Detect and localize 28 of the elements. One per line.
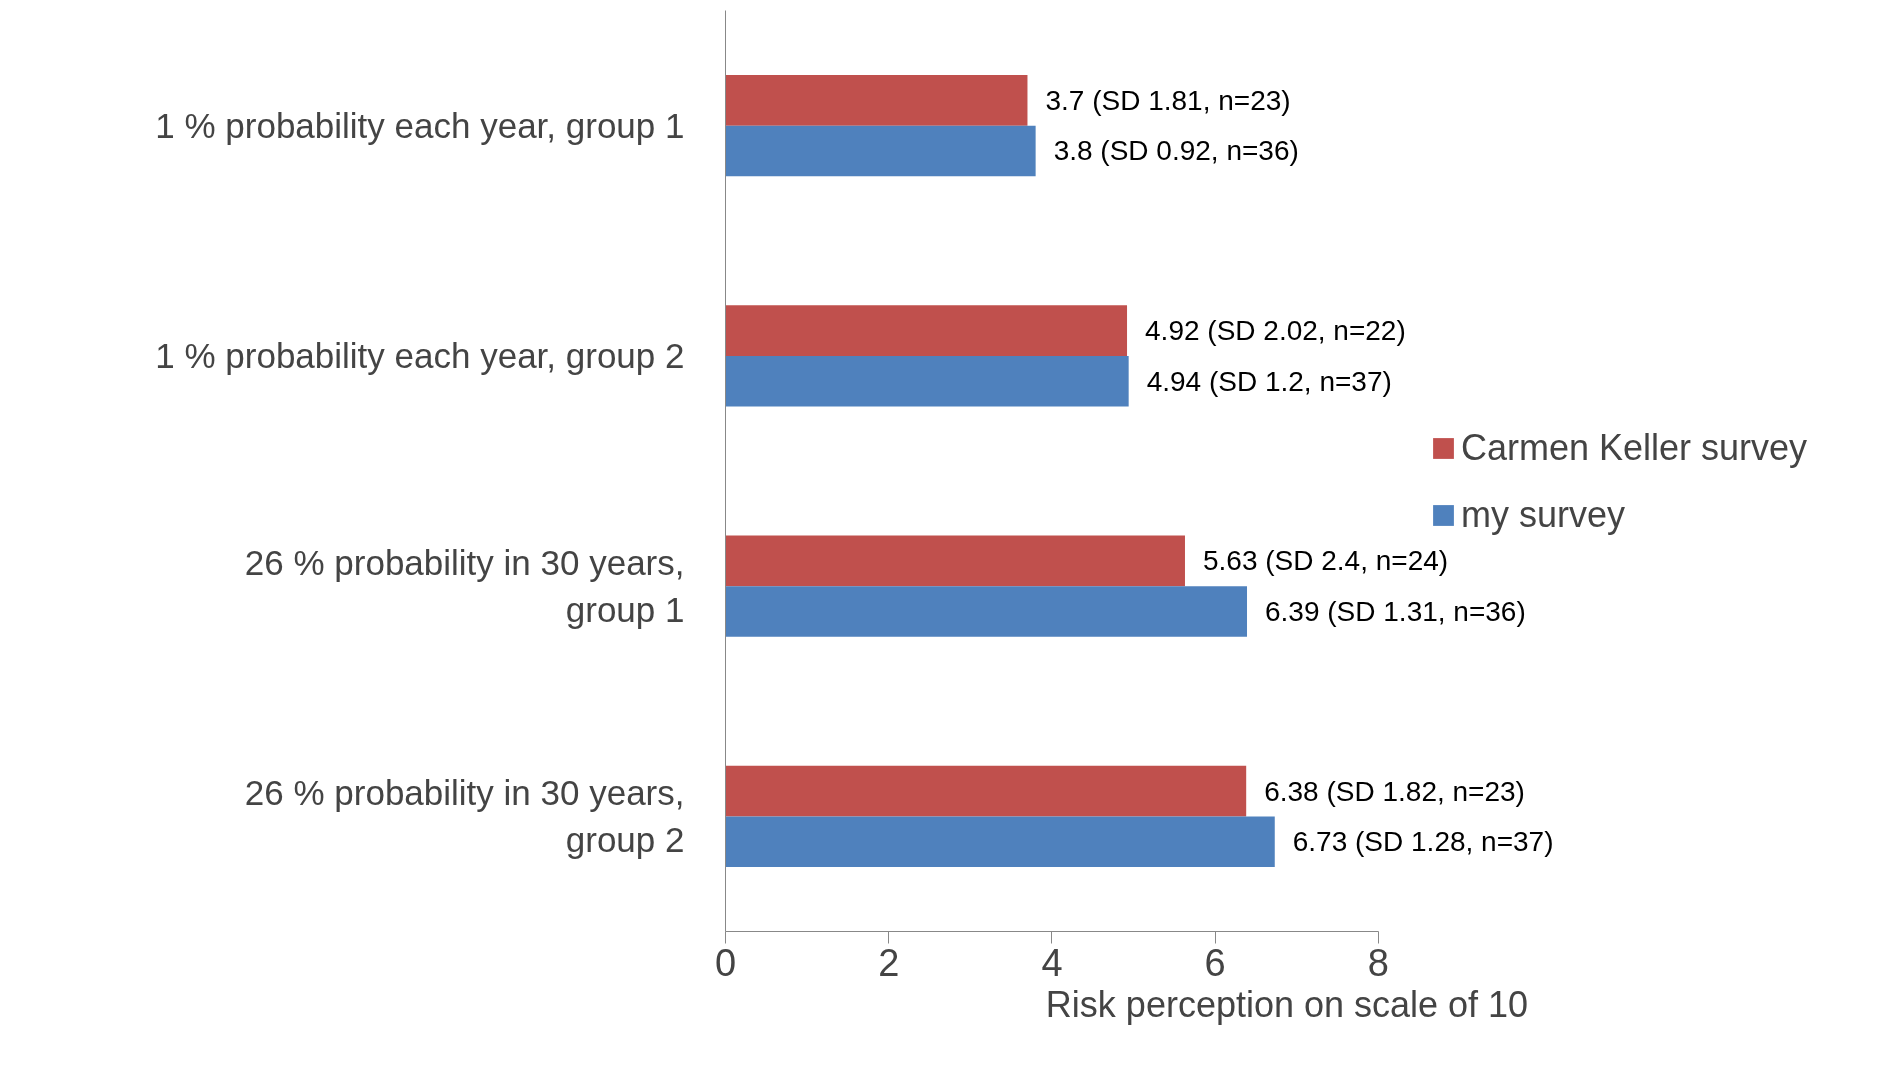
data-label: 4.94 (SD 1.2, n=37) bbox=[1146, 365, 1392, 397]
data-label: 3.8 (SD 0.92, n=36) bbox=[1053, 135, 1299, 167]
y-tick-label: 26 % probability in 30 years, group 1 bbox=[244, 543, 685, 630]
y-tick-label: 1 % probability each year, group 2 bbox=[155, 336, 685, 376]
bar bbox=[725, 355, 1129, 407]
bar bbox=[725, 765, 1247, 817]
bar bbox=[725, 586, 1248, 637]
bar bbox=[725, 305, 1128, 356]
data-label: 6.73 (SD 1.28, n=37) bbox=[1292, 826, 1554, 858]
bar bbox=[725, 74, 1028, 126]
x-tick-label: 2 bbox=[878, 941, 900, 984]
y-tick-label: 26 % probability in 30 years, group 2 bbox=[244, 773, 685, 860]
data-label: 6.38 (SD 1.82, n=23) bbox=[1264, 775, 1525, 807]
bar bbox=[725, 535, 1185, 587]
x-tick-label: 4 bbox=[1041, 941, 1063, 984]
data-label: 4.92 (SD 2.02, n=22) bbox=[1145, 315, 1406, 347]
bar bbox=[725, 816, 1275, 868]
legend-label: Carmen Keller survey bbox=[1461, 427, 1808, 469]
x-tick-label: 8 bbox=[1367, 941, 1389, 984]
x-tick-label: 6 bbox=[1204, 941, 1226, 984]
data-label: 5.63 (SD 2.4, n=24) bbox=[1202, 545, 1449, 577]
bar bbox=[725, 125, 1036, 177]
data-label: 6.39 (SD 1.31, n=36) bbox=[1265, 595, 1526, 627]
data-label: 3.7 (SD 1.81, n=23) bbox=[1045, 84, 1291, 116]
x-axis-title: Risk perception on scale of 10 bbox=[1045, 983, 1529, 1025]
legend-label: my survey bbox=[1461, 494, 1626, 536]
y-tick-label: 1 % probability each year, group 1 bbox=[155, 106, 685, 146]
x-tick-label: 0 bbox=[714, 941, 737, 984]
